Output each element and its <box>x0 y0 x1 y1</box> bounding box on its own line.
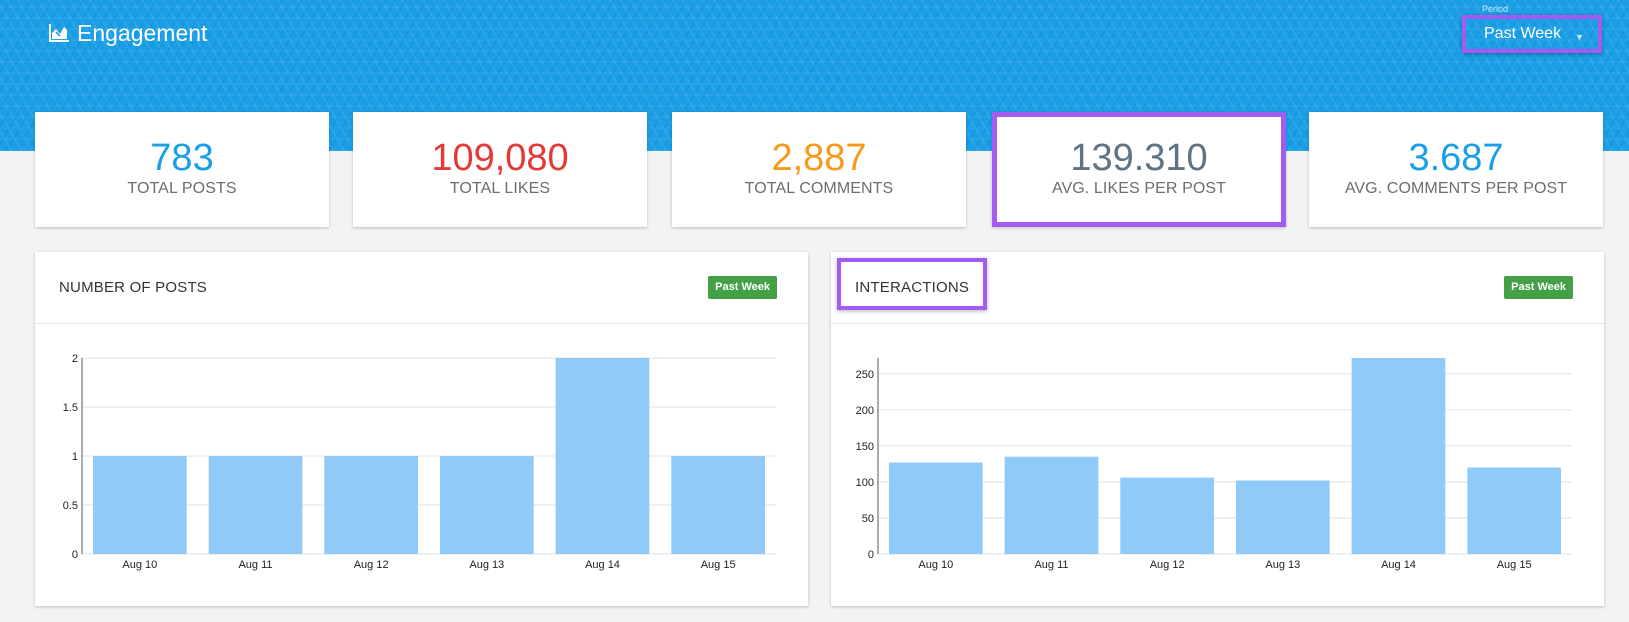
panel-header: INTERACTIONS Past Week <box>831 252 1604 324</box>
area-chart-icon <box>49 23 69 42</box>
panel-interactions: INTERACTIONS Past Week 0 50 100 150 200 250 Au… <box>831 252 1604 606</box>
x-tick-label: Aug 12 <box>1150 559 1185 571</box>
bar-aug-13[interactable] <box>1235 480 1330 555</box>
app-title: Engagement <box>48 18 207 48</box>
y-tick-label: 2 <box>72 353 78 365</box>
caret-down-icon: ▼ <box>1575 32 1584 42</box>
y-tick-label: 150 <box>856 441 874 453</box>
panel-number-of-posts: NUMBER OF POSTS Past Week 0 0.5 1 1.5 2 Aug 1… <box>35 252 808 606</box>
bar-aug-10[interactable] <box>888 462 983 554</box>
stat-value: 2,887 <box>771 137 867 179</box>
y-tick-label: 1.5 <box>63 402 78 414</box>
bar-aug-11[interactable] <box>1004 456 1099 554</box>
page-title: Engagement <box>77 19 208 46</box>
x-tick-label: Aug 13 <box>469 559 504 571</box>
stat-label: TOTAL POSTS <box>127 180 237 197</box>
y-tick-label: 0 <box>72 549 78 561</box>
bar-aug-12[interactable] <box>1120 477 1215 554</box>
period-label: Period <box>1482 4 1509 14</box>
y-tick-label: 0.5 <box>63 500 78 512</box>
x-tick-label: Aug 11 <box>238 559 272 571</box>
panel-header: NUMBER OF POSTS Past Week <box>35 252 808 324</box>
panel-title: NUMBER OF POSTS <box>59 279 208 296</box>
stat-card-total-likes: 109,080 TOTAL LIKES <box>353 112 647 227</box>
y-tick-label: 200 <box>856 405 874 417</box>
x-tick-label: Aug 12 <box>354 559 389 571</box>
stat-label: AVG. COMMENTS PER POST <box>1344 180 1568 197</box>
x-tick-label: Aug 10 <box>918 559 953 571</box>
bar-aug-12[interactable] <box>324 456 419 554</box>
y-tick-label: 100 <box>856 477 874 489</box>
panel-title: INTERACTIONS <box>855 279 970 296</box>
period-dropdown[interactable]: Past Week ▼ <box>1462 15 1602 53</box>
x-tick-label: Aug 15 <box>701 559 736 571</box>
stat-card-total-posts: 783 TOTAL POSTS <box>35 112 329 227</box>
period-selector: Period Past Week ▼ <box>1462 0 1602 56</box>
x-tick-label: Aug 14 <box>585 559 620 571</box>
stat-label: AVG. LIKES PER POST <box>1051 180 1227 197</box>
stat-label: TOTAL COMMENTS <box>744 180 894 197</box>
stat-card-avg-likes: 139.310 AVG. LIKES PER POST <box>992 112 1286 227</box>
x-tick-label: Aug 14 <box>1381 559 1416 571</box>
bar-aug-13[interactable] <box>439 456 534 554</box>
period-badge[interactable]: Past Week <box>708 276 777 299</box>
x-tick-label: Aug 11 <box>1034 559 1068 571</box>
bar-aug-15[interactable] <box>1467 467 1562 554</box>
y-tick-label: 1 <box>72 451 78 463</box>
bar-aug-15[interactable] <box>671 456 766 554</box>
y-tick-label: 0 <box>868 549 874 561</box>
interactions-chart: 0 50 100 150 200 250 Aug 10 Aug 11 Aug 12 Aug 13 A… <box>856 358 1572 571</box>
period-value: Past Week <box>1484 25 1562 42</box>
highlight-frame: INTERACTIONS <box>837 258 987 310</box>
bar-aug-10[interactable] <box>92 456 187 554</box>
stat-value: 109,080 <box>431 137 569 179</box>
y-tick-label: 50 <box>862 513 874 525</box>
bar-aug-11[interactable] <box>208 456 303 554</box>
stat-value: 783 <box>150 137 214 179</box>
y-tick-label: 250 <box>856 369 874 381</box>
bar-aug-14[interactable] <box>555 358 650 554</box>
stat-value: 139.310 <box>1070 137 1208 179</box>
x-tick-label: Aug 13 <box>1265 559 1300 571</box>
stat-value: 3.687 <box>1408 137 1504 179</box>
x-tick-label: Aug 10 <box>122 559 157 571</box>
posts-chart: 0 0.5 1 1.5 2 Aug 10 Aug 11 Aug 12 Aug 13 Aug 14 A… <box>63 353 776 571</box>
bar-aug-14[interactable] <box>1351 358 1446 554</box>
stat-label: TOTAL LIKES <box>449 180 551 197</box>
period-badge[interactable]: Past Week <box>1504 276 1573 299</box>
stat-card-total-comments: 2,887 TOTAL COMMENTS <box>672 112 966 227</box>
x-tick-label: Aug 15 <box>1497 559 1532 571</box>
stat-card-avg-comments: 3.687 AVG. COMMENTS PER POST <box>1309 112 1603 227</box>
